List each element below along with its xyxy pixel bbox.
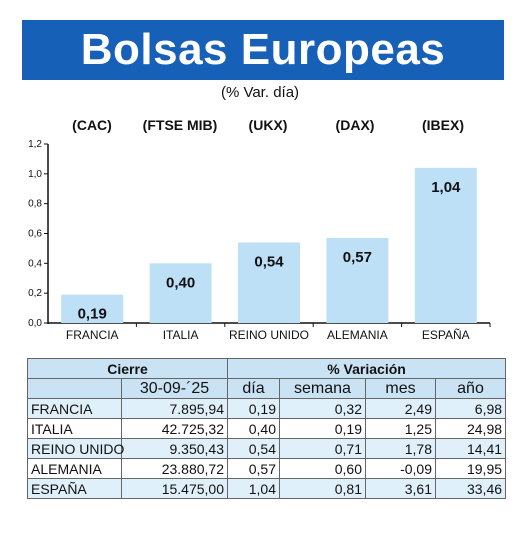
cell-ano: 14,41 [434, 438, 507, 459]
cell-ano: 24,98 [434, 418, 507, 439]
header-blank [27, 378, 122, 399]
cell-dia: 0,19 [227, 398, 280, 419]
cell-dia: 0,57 [227, 458, 280, 479]
bar [149, 263, 212, 323]
data-label: 0,57 [343, 249, 372, 266]
title-bar: Bolsas Europeas [22, 20, 504, 80]
chart-subtitle: (% Var. día) [220, 84, 300, 101]
x-tick-label: ESPAÑA [422, 328, 470, 342]
header-cierre: Cierre [27, 358, 228, 379]
cell-semana: 0,71 [279, 438, 366, 459]
header-semana: semana [279, 378, 366, 399]
table-row: REINO UNIDO 9.350,43 0,54 0,71 1,78 14,41 [27, 438, 507, 459]
x-tick-label: FRANCIA [66, 328, 119, 342]
cell-mes: 1,78 [365, 438, 436, 459]
x-tick-label: REINO UNIDO [229, 328, 309, 342]
cell-cierre: 15.475,00 [121, 478, 228, 499]
x-tick-label: ALEMANIA [327, 328, 388, 342]
header-variacion: % Variación [226, 358, 507, 379]
table-row: FRANCIA 7.895,94 0,19 0,32 2,49 6,98 [27, 398, 507, 419]
bar [414, 167, 477, 323]
data-label: 0,54 [254, 253, 284, 270]
cell-dia: 0,54 [227, 438, 280, 459]
bar [61, 294, 124, 323]
index-label-ibex: (IBEX) [422, 117, 464, 133]
cell-pais: ITALIA [27, 418, 122, 439]
index-label-ftse-mib: (FTSE MIB) [142, 117, 218, 133]
data-label: 0,40 [166, 274, 195, 291]
cell-cierre: 9.350,43 [121, 438, 228, 459]
x-tick-label: ITALIA [163, 328, 199, 342]
data-label: 0,19 [78, 306, 107, 323]
cell-dia: 0,40 [227, 418, 280, 439]
y-tick-label: 0,6 [28, 229, 42, 240]
chart-title: Bolsas Europeas [80, 25, 446, 74]
cell-ano: 19,95 [434, 458, 507, 479]
cell-pais: FRANCIA [27, 398, 122, 419]
header-date: 30-09-´25 [121, 378, 228, 399]
y-tick-label: 0,8 [28, 199, 42, 210]
table-header-row-2: 30-09-´25 día semana mes año [27, 378, 507, 399]
y-tick-label: 0,4 [28, 258, 42, 269]
header-ano: año [434, 378, 507, 399]
data-table: Cierre % Variación 30-09-´25 día semana … [27, 358, 507, 499]
y-tick-label: 0,2 [28, 288, 42, 299]
cell-cierre: 7.895,94 [121, 398, 228, 419]
y-tick-label: 0,0 [28, 318, 42, 329]
cell-mes: 3,61 [365, 478, 436, 499]
table-row: ESPAÑA 15.475,00 1,04 0,81 3,61 33,46 [27, 478, 507, 499]
data-label: 1,04 [431, 179, 461, 196]
bar-chart: 0,0 0,2 0,4 0,6 0,8 1,0 1,2 0,19 FRANCIA 0,40 ITAL… [28, 139, 491, 342]
index-label-cac: (CAC) [72, 117, 112, 133]
header-mes: mes [365, 378, 436, 399]
cell-ano: 33,46 [434, 478, 507, 499]
cell-semana: 0,60 [279, 458, 366, 479]
cell-cierre: 23.880,72 [121, 458, 228, 479]
cell-mes: -0,09 [365, 458, 436, 479]
cell-pais: ALEMANIA [27, 458, 122, 479]
table-header-row-1: Cierre % Variación [27, 358, 507, 379]
cell-pais: REINO UNIDO [27, 438, 124, 459]
table-row: ALEMANIA 23.880,72 0,57 0,60 -0,09 19,95 [27, 458, 507, 479]
cell-ano: 6,98 [434, 398, 507, 419]
table-row: ITALIA 42.725,32 0,40 0,19 1,25 24,98 [27, 418, 507, 439]
cell-dia: 1,04 [227, 478, 280, 499]
y-tick-label: 1,2 [28, 139, 42, 150]
y-tick-label: 1,0 [28, 169, 42, 180]
cell-semana: 0,32 [279, 398, 366, 419]
index-label-dax: (DAX) [335, 117, 375, 133]
cell-mes: 1,25 [365, 418, 436, 439]
header-dia: día [227, 378, 280, 399]
cell-mes: 2,49 [365, 398, 436, 419]
cell-semana: 0,19 [279, 418, 366, 439]
index-label-ukx: (UKX) [248, 117, 288, 133]
bar [326, 237, 389, 323]
cell-pais: ESPAÑA [27, 478, 122, 499]
cell-semana: 0,81 [279, 478, 366, 499]
cell-cierre: 42.725,32 [121, 418, 228, 439]
bar [238, 242, 300, 323]
